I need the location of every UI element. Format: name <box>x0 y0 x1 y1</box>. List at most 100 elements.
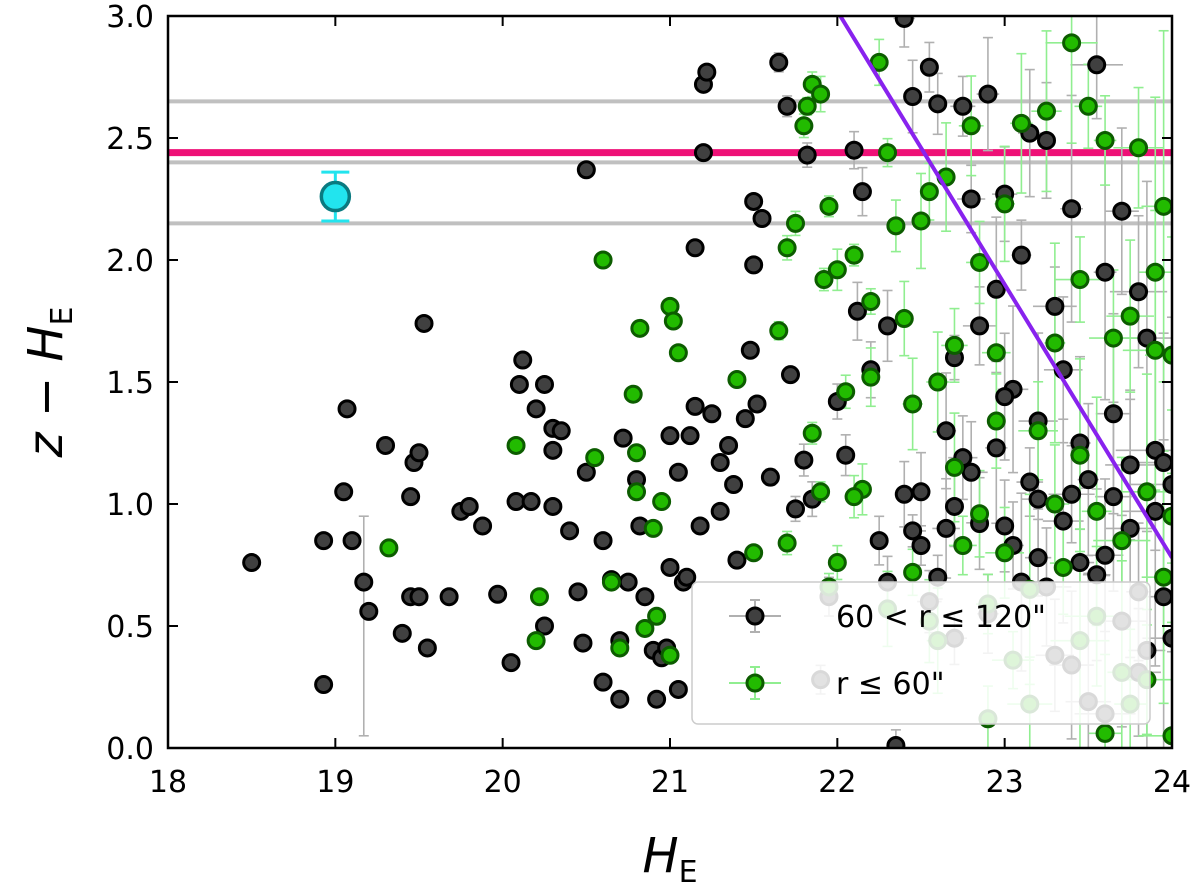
inner-region-point <box>529 587 549 607</box>
outer-ring-point <box>501 653 521 673</box>
outer-ring-point <box>409 587 429 607</box>
y-tick-label: 2.0 <box>106 244 154 279</box>
outer-ring-point <box>936 518 956 538</box>
inner-region-point <box>630 318 650 338</box>
outer-ring-point <box>1078 470 1098 490</box>
inner-region-point <box>827 260 847 280</box>
outer-ring-point <box>354 572 374 592</box>
x-tick-label: 20 <box>484 765 522 800</box>
outer-ring-point <box>414 313 434 333</box>
inner-region-point <box>593 250 613 270</box>
outer-ring-point <box>610 689 630 709</box>
inner-region-point <box>786 213 805 233</box>
outer-ring-point <box>995 387 1015 407</box>
legend-marker-outer <box>729 599 781 633</box>
inner-region-point <box>1062 33 1082 53</box>
legend-label-outer: 60 < r ≤ 120" <box>836 600 1046 635</box>
inner-region-point <box>986 343 1006 363</box>
outer-ring-point <box>744 191 764 211</box>
outer-ring-point <box>769 52 789 72</box>
outer-ring-point <box>668 462 688 482</box>
y-axis-label-main: z − H <box>18 325 74 458</box>
axis-ticks: 18 19 20 21 22 23 24 0.0 0.5 1.0 1.5 2.0 2.5 3.0 <box>106 0 1191 800</box>
outer-ring-point <box>613 428 633 448</box>
inner-region-point <box>944 335 964 355</box>
outer-ring-point <box>986 279 1006 299</box>
x-tick-label: 23 <box>986 765 1024 800</box>
outer-ring-point <box>727 550 747 570</box>
outer-ring-point <box>995 516 1015 536</box>
outer-ring-point <box>1028 489 1048 509</box>
inner-region-point <box>668 343 688 363</box>
inner-region-point <box>1070 270 1090 290</box>
outer-ring-point <box>794 450 814 470</box>
y-tick-label: 1.0 <box>106 488 154 523</box>
outer-ring-point <box>337 399 357 419</box>
outer-ring-point <box>1037 130 1056 150</box>
outer-ring-point <box>593 531 613 551</box>
outer-ring-point <box>573 633 593 653</box>
outer-ring-point <box>894 484 914 504</box>
inner-region-point <box>647 606 667 626</box>
inner-region-point <box>623 384 643 404</box>
inner-region-point <box>635 618 655 638</box>
inner-region-point <box>861 291 881 311</box>
outer-ring-point <box>1129 282 1149 302</box>
inner-region-point <box>944 457 964 477</box>
outer-ring-point <box>978 84 998 104</box>
inner-region-point <box>814 270 834 290</box>
outer-ring-point <box>919 57 939 77</box>
error-bar <box>1045 16 1098 144</box>
outer-ring-point <box>986 438 1006 458</box>
inner-region-point <box>970 252 990 272</box>
data-points <box>242 16 1172 748</box>
inner-region-point <box>1154 567 1172 587</box>
inner-region-point <box>903 562 923 582</box>
inner-region-point <box>794 116 814 136</box>
outer-ring-point <box>685 396 705 416</box>
x-axis-label: HE <box>642 828 697 883</box>
outer-ring-point <box>314 531 334 551</box>
outer-ring-point <box>473 516 493 536</box>
outer-ring-point <box>852 182 872 202</box>
inner-region-point <box>953 535 973 555</box>
outer-ring-point <box>359 601 379 621</box>
outer-ring-point <box>647 689 667 709</box>
inner-region-point <box>1028 421 1048 441</box>
outer-ring-point <box>576 462 596 482</box>
inner-region-point <box>1162 506 1172 526</box>
inner-region-point <box>1162 726 1172 746</box>
outer-ring-point <box>740 340 760 360</box>
inner-region-point <box>811 482 831 502</box>
outer-ring-point <box>970 316 990 336</box>
inner-region-point <box>995 194 1015 214</box>
inner-region-point <box>961 116 981 136</box>
outer-ring-point <box>1095 262 1115 282</box>
outer-ring-point <box>719 435 739 455</box>
outer-ring-point <box>961 462 981 482</box>
outer-ring-point <box>635 587 655 607</box>
outer-ring-point <box>342 531 362 551</box>
outer-ring-point <box>961 189 981 209</box>
outer-ring-point <box>314 675 334 695</box>
outer-ring-point <box>1028 548 1048 568</box>
outer-ring-point <box>409 443 429 463</box>
outer-ring-point <box>1103 404 1123 424</box>
inner-region-point <box>663 311 683 331</box>
x-tick-label: 24 <box>1153 765 1191 800</box>
inner-region-point <box>878 143 898 163</box>
inner-region-point <box>1037 101 1056 121</box>
inner-region-point <box>919 182 939 202</box>
outer-ring-point <box>1154 453 1172 473</box>
legend-label-inner: r ≤ 60" <box>836 667 945 702</box>
x-axis-label-main: H <box>642 828 678 883</box>
outer-ring-point <box>1112 201 1132 221</box>
outer-ring-point <box>777 96 797 116</box>
outer-ring-point <box>752 209 772 229</box>
inner-region-point <box>911 211 931 231</box>
outer-ring-point <box>690 516 710 536</box>
inner-region-point <box>727 370 747 390</box>
inner-region-point <box>1137 482 1157 502</box>
outer-ring-point <box>1011 245 1031 265</box>
y-axis-label-sub: E <box>45 307 80 326</box>
